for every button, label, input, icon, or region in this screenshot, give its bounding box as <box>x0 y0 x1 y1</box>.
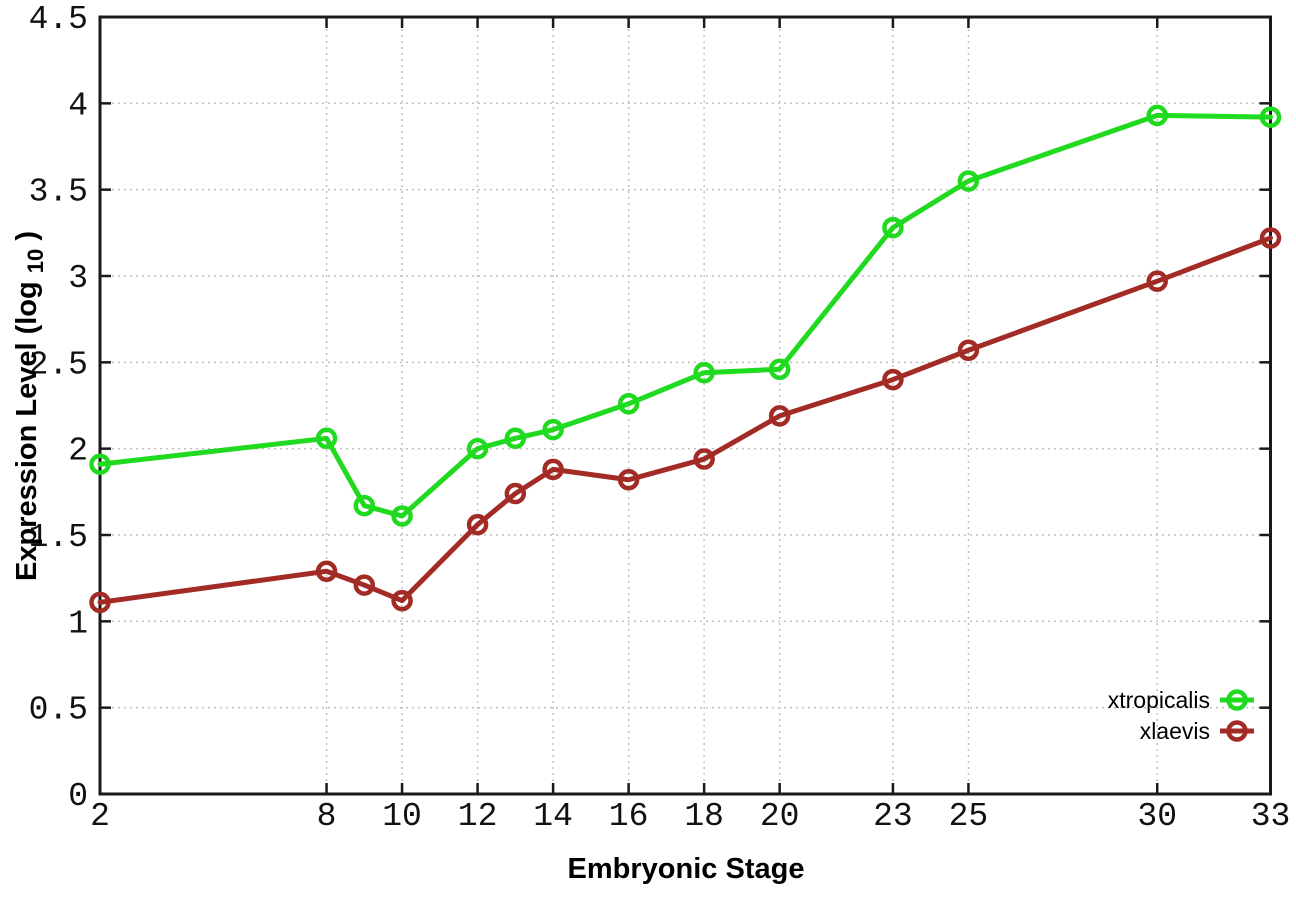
data-point-marker <box>693 448 715 470</box>
x-tick-label: 20 <box>760 798 800 835</box>
data-point-marker <box>1146 104 1168 127</box>
data-point-marker <box>957 170 980 192</box>
y-axis-title-end: ) <box>11 231 43 241</box>
legend-marker <box>1226 720 1248 742</box>
y-axis-title: Expression Level (log 10 ) <box>11 231 50 581</box>
y-axis-title-main: Expression Level (log <box>11 281 43 581</box>
data-point-marker <box>391 589 413 612</box>
y-tick-label: 0.5 <box>29 692 88 729</box>
data-point-marker <box>882 368 904 391</box>
data-point-marker <box>353 574 376 596</box>
x-tick-label: 16 <box>609 798 649 835</box>
x-tick-label: 18 <box>684 798 724 835</box>
data-point-marker <box>882 216 904 239</box>
series-line-xlaevis <box>97 235 1273 605</box>
legend-label: xlaevis <box>1140 718 1210 744</box>
y-tick-label: 0 <box>68 778 88 815</box>
x-tick-label: 8 <box>317 798 337 835</box>
data-point-marker <box>466 437 489 460</box>
y-tick-label: 2 <box>68 433 88 470</box>
y-tick-label: 4.5 <box>29 1 88 38</box>
data-point-marker <box>89 591 111 614</box>
data-point-marker <box>617 393 640 415</box>
data-point-marker <box>768 405 791 427</box>
data-point-marker <box>315 427 338 450</box>
x-tick-label: 14 <box>533 798 573 835</box>
data-point-marker <box>1259 106 1282 128</box>
series-lines <box>89 104 1282 614</box>
y-tick-labels: 0 0.5 1 1.5 2 2.5 3 3.5 4 4.5 <box>29 1 88 815</box>
x-tick-label: 10 <box>382 798 422 835</box>
y-tick-label: 1.5 <box>29 519 88 556</box>
y-axis-title-subscript: 10 <box>23 249 48 273</box>
x-tick-labels: 2 8 10 12 14 16 18 20 23 25 30 33 <box>90 798 1290 835</box>
data-point-marker <box>89 453 111 475</box>
y-tick-label: 2.5 <box>29 346 88 383</box>
data-point-marker <box>617 468 640 491</box>
x-tick-label: 25 <box>949 798 989 835</box>
x-tick-label: 33 <box>1251 798 1291 835</box>
y-tick-label: 3.5 <box>29 174 88 211</box>
data-point-marker <box>504 427 527 450</box>
data-point-marker <box>693 361 715 384</box>
x-tick-label: 12 <box>458 798 498 835</box>
x-tick-label: 2 <box>90 798 110 835</box>
series-xlaevis <box>89 227 1282 614</box>
data-point-marker <box>957 339 980 361</box>
y-tick-label: 1 <box>68 605 88 642</box>
legend-item-xtropicalis: xtropicalis <box>1108 687 1254 713</box>
legend-label: xtropicalis <box>1108 687 1210 713</box>
legend: xtropicalis xlaevis <box>1108 687 1254 744</box>
data-point-marker <box>542 458 564 481</box>
plot-border <box>98 15 1272 796</box>
axis-ticks <box>98 15 1272 796</box>
data-point-marker <box>1146 270 1168 292</box>
data-point-marker <box>315 560 338 583</box>
series-xtropicalis <box>89 104 1282 527</box>
gridlines <box>100 17 1271 794</box>
series-line-xtropicalis <box>97 112 1273 519</box>
legend-marker <box>1226 689 1248 711</box>
data-point-marker <box>1259 227 1282 249</box>
y-tick-label: 3 <box>68 260 88 297</box>
y-tick-label: 4 <box>68 87 88 124</box>
x-axis-title: Embryonic Stage <box>568 853 805 885</box>
x-tick-label: 30 <box>1137 798 1177 835</box>
data-point-marker <box>391 505 413 527</box>
x-tick-label: 23 <box>873 798 913 835</box>
data-point-marker <box>353 494 376 517</box>
legend-item-xlaevis: xlaevis <box>1140 718 1254 744</box>
data-point-marker <box>768 358 791 380</box>
data-point-marker <box>504 482 527 505</box>
data-point-marker <box>542 418 564 441</box>
data-point-marker <box>466 513 489 536</box>
